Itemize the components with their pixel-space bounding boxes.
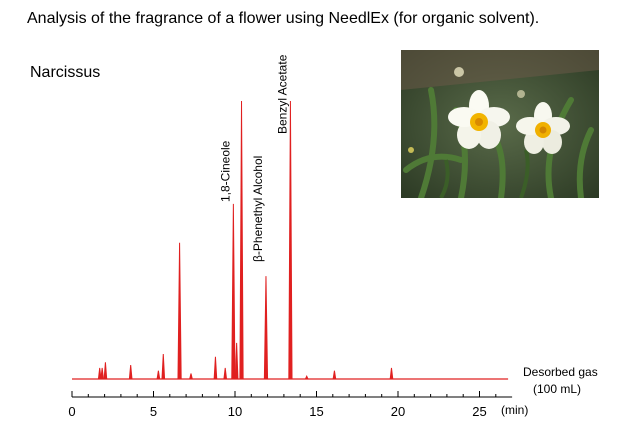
x-tick-label: 25	[472, 404, 486, 419]
trace-label-line1: Desorbed gas	[523, 365, 598, 379]
chromatogram-peak	[97, 367, 102, 380]
chromatogram-peak	[231, 203, 236, 380]
peak-label: Benzyl Acetate	[275, 54, 289, 134]
x-tick-label: 20	[391, 404, 405, 419]
chromatogram-peak	[304, 375, 309, 380]
chart-title: Analysis of the fragrance of a flower us…	[27, 10, 540, 27]
x-tick-label: 0	[68, 404, 75, 419]
x-tick-label: 10	[228, 404, 242, 419]
chromatogram-peak	[156, 370, 161, 380]
x-tick-label: 15	[309, 404, 323, 419]
x-axis-unit: (min)	[501, 403, 528, 417]
sample-name: Narcissus	[30, 64, 101, 81]
narcissus-photo	[401, 50, 599, 198]
chromatogram-peak	[177, 242, 182, 380]
chromatogram-peak	[189, 373, 193, 380]
peak-label: 1,8-Cineole	[218, 140, 232, 202]
chromatogram-peak	[288, 100, 293, 380]
peak-label: β-Phenethyl Alcohol	[251, 156, 265, 262]
chromatogram-peak	[128, 365, 133, 380]
chromatogram-peak	[332, 370, 337, 380]
chromatogram-peak	[213, 356, 218, 380]
chromatogram-peak	[161, 353, 166, 380]
chromatogram-peak	[239, 100, 244, 380]
chromatogram-peak	[234, 342, 239, 380]
chromatogram-peak	[223, 367, 228, 380]
chromatogram-peak	[103, 362, 108, 380]
chromatogram-peak	[100, 367, 105, 380]
trace-label-line2: (100 mL)	[533, 382, 581, 396]
x-tick-label: 5	[150, 404, 157, 419]
chromatogram-peak	[389, 367, 394, 380]
chromatogram-peak	[263, 276, 269, 380]
